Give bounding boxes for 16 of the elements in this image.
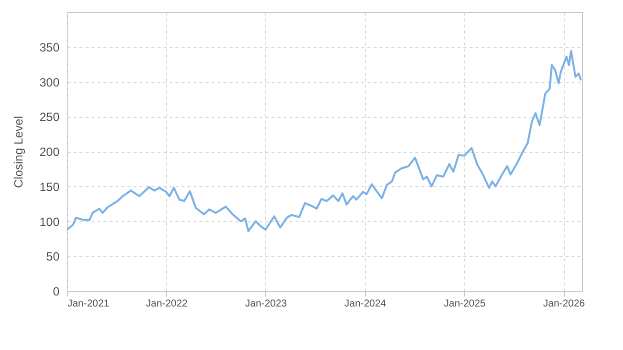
y-axis-title: Closing Level: [11, 116, 26, 188]
x-tick-label: Jan-2022: [146, 298, 188, 310]
y-tick-label: 150: [39, 180, 60, 194]
y-tick-label: 200: [39, 145, 60, 159]
y-tick-label: 250: [39, 110, 60, 124]
x-tick-label: Jan-2023: [245, 298, 288, 310]
x-tick-label: Jan-2021: [68, 298, 110, 310]
x-tick-label: Jan-2026: [543, 298, 586, 310]
x-tick-label: Jan-2024: [344, 298, 387, 310]
y-tick-label: 100: [39, 214, 60, 229]
y-tick-label: 50: [46, 250, 60, 264]
y-tick-label: 300: [39, 75, 60, 90]
x-tick-label: Jan-2025: [444, 298, 486, 310]
line-series: [66, 50, 582, 232]
y-tick-label: 350: [39, 40, 60, 54]
y-tick-label: 0: [52, 284, 60, 298]
